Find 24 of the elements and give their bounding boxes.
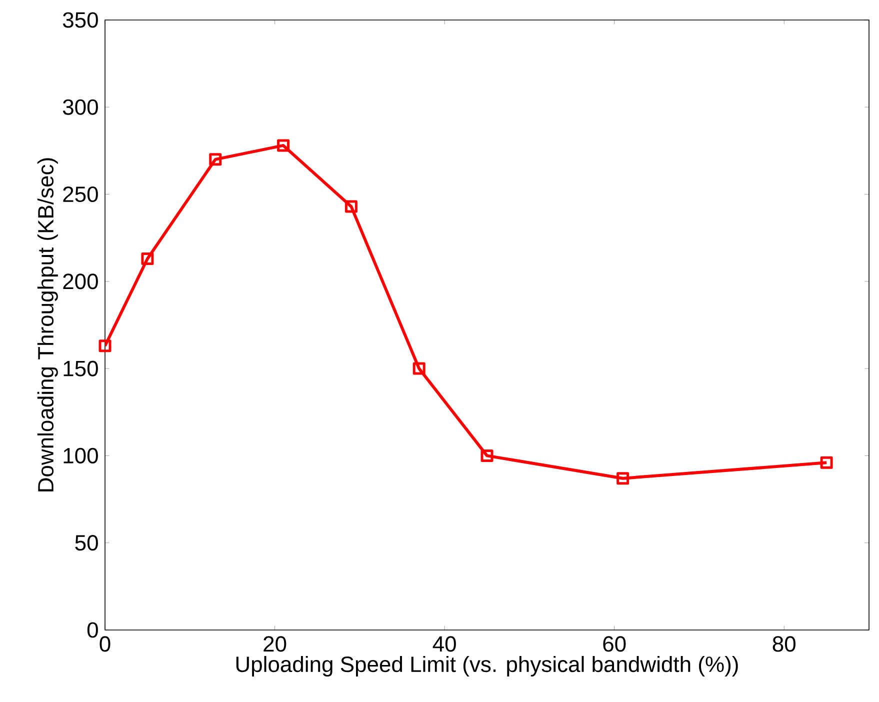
y-tick-label: 0 (87, 622, 98, 638)
y-tick-label: 350 (62, 12, 98, 28)
point (616, 472, 630, 485)
y-axis-title: Downloading Throughput (KB/sec) (37, 158, 58, 492)
x-tick-label: 80 (772, 636, 796, 652)
x-axis-title: Uploading Speed Limit (vs. physical bandwidth (%)) (236, 656, 738, 676)
point (209, 153, 222, 166)
x-tick-label: 20 (264, 636, 286, 652)
point (820, 456, 833, 469)
point (141, 252, 154, 266)
y-tick-label: 150 (64, 360, 98, 376)
point (412, 362, 426, 375)
point (277, 139, 290, 152)
x-tick-label: 0 (100, 636, 110, 652)
y-tick-label: 200 (63, 274, 98, 290)
y-tick-label: 250 (63, 186, 98, 202)
point (98, 340, 112, 352)
x-tick-label: 40 (432, 636, 456, 652)
y-tick-label: 300 (62, 99, 98, 115)
y-tick-label: 100 (64, 448, 98, 464)
point (344, 200, 358, 213)
point (480, 449, 494, 462)
y-tick-label: 50 (75, 535, 98, 551)
x-tick-label: 60 (603, 636, 626, 652)
